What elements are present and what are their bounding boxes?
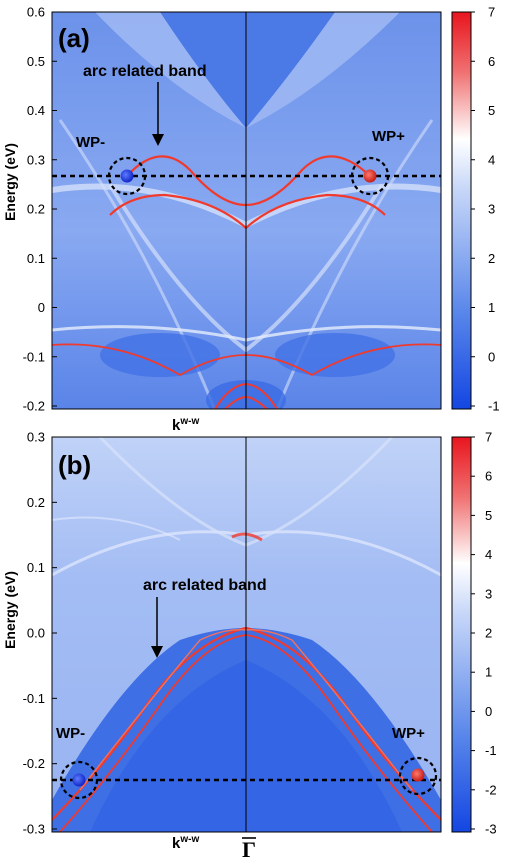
colorbar-tick-a-label: 4 xyxy=(488,152,495,167)
y-tick-b-label: -0.3 xyxy=(23,822,45,837)
wp-minus-label-a: WP- xyxy=(76,134,105,151)
colorbar-tick-a-label: 3 xyxy=(488,202,495,217)
y-axis-a: 0.6 0.5 0.4 0.3 0.2 0.1 0 -0.1 -0.2 Energy (eV) xyxy=(2,5,57,414)
y-tick-a-label: 0.5 xyxy=(27,54,45,69)
panel-b: (b) arc related band WP- WP+ 0.30.20.10.… xyxy=(2,430,497,858)
panel-label-b: (b) xyxy=(58,450,91,480)
colorbar-tick-a-label: 5 xyxy=(488,103,495,118)
wp-minus-dot-b xyxy=(72,773,86,787)
y-tick-b-label: -0.2 xyxy=(23,756,45,771)
colorbar-tick-b-label: 7 xyxy=(485,430,492,445)
y-axis-label-a: Energy (eV) xyxy=(2,143,18,221)
colorbar-tick-b-label: 6 xyxy=(485,469,492,484)
colorbar-tick-b-label: -1 xyxy=(485,743,497,758)
colorbar-tick-a-label: -1 xyxy=(488,399,500,414)
y-tick-b-label: 0.1 xyxy=(27,560,45,575)
colorbar-tick-b-label: 1 xyxy=(485,665,492,680)
colorbar-a xyxy=(451,11,472,410)
panel-b-heatmap xyxy=(52,437,441,832)
arc-annotation-a: arc related band xyxy=(83,63,207,80)
y-tick-a-label: 0.6 xyxy=(27,5,45,20)
colorbar-tick-b-label: 0 xyxy=(485,704,492,719)
colorbar-tick-a-label: 6 xyxy=(488,54,495,69)
wp-minus-ring-a xyxy=(107,156,147,196)
wp-minus-dot-a xyxy=(120,169,134,183)
wp-plus-label-b: WP+ xyxy=(392,725,425,742)
colorbar-tick-a-label: 2 xyxy=(488,251,495,266)
panel-a: (a) arc related band WP- WP+ 0.60.50.40.… xyxy=(2,5,500,435)
x-axis-label-b: kw-w xyxy=(172,834,199,852)
wp-minus-label-b: WP- xyxy=(56,725,85,742)
arc-annotation-b: arc related band xyxy=(143,577,267,594)
panel-label-a: (a) xyxy=(58,23,90,53)
y-tick-b-label: -0.1 xyxy=(23,691,45,706)
colorbar-ticks-a: 7 6 5 4 3 2 1 0 -1 xyxy=(471,5,500,414)
colorbar-ticks-b: 7 6 5 4 3 2 1 0 -1 -2 -3 xyxy=(471,430,497,837)
y-axis-label-b: Energy (eV) xyxy=(2,571,18,649)
wp-plus-label-a: WP+ xyxy=(372,128,405,145)
colorbar-tick-a-label: 1 xyxy=(488,300,495,315)
wp-plus-dot-a xyxy=(363,169,377,183)
colorbar-tick-b-label: -3 xyxy=(485,822,497,837)
y-tick-a-label: 0.4 xyxy=(27,103,45,118)
colorbar-tick-b-label: 4 xyxy=(485,547,492,562)
colorbar-tick-b-label: -2 xyxy=(485,782,497,797)
y-tick-a-label: 0.2 xyxy=(27,202,45,217)
colorbar-tick-a-label: 0 xyxy=(488,349,495,364)
colorbar-tick-b-label: 2 xyxy=(485,626,492,641)
y-tick-b-label: 0.3 xyxy=(27,430,45,445)
y-tick-a-label: 0 xyxy=(38,300,45,315)
x-axis-label-a: kw-w xyxy=(172,416,199,434)
wp-plus-ring-b xyxy=(398,756,438,796)
colorbar-b xyxy=(451,436,472,833)
y-axis-b: 0.3 0.2 0.1 0.0 -0.1 -0.2 -0.3 Energy (eV) xyxy=(2,430,57,837)
gamma-point-label: Γ xyxy=(242,837,256,858)
y-tick-a-label: -0.1 xyxy=(23,349,45,364)
wp-minus-ring-b xyxy=(59,760,99,800)
y-tick-b-label: 0.2 xyxy=(27,495,45,510)
y-tick-a-label: 0.1 xyxy=(27,251,45,266)
y-tick-a-label: 0.3 xyxy=(27,152,45,167)
colorbar-tick-a-label: 7 xyxy=(488,5,495,20)
y-tick-a-label: -0.2 xyxy=(23,399,45,414)
y-tick-b-label: 0.0 xyxy=(27,626,45,641)
wp-plus-ring-a xyxy=(350,156,390,196)
wp-plus-dot-b xyxy=(411,768,425,782)
colorbar-tick-b-label: 5 xyxy=(485,508,492,523)
colorbar-tick-b-label: 3 xyxy=(485,586,492,601)
